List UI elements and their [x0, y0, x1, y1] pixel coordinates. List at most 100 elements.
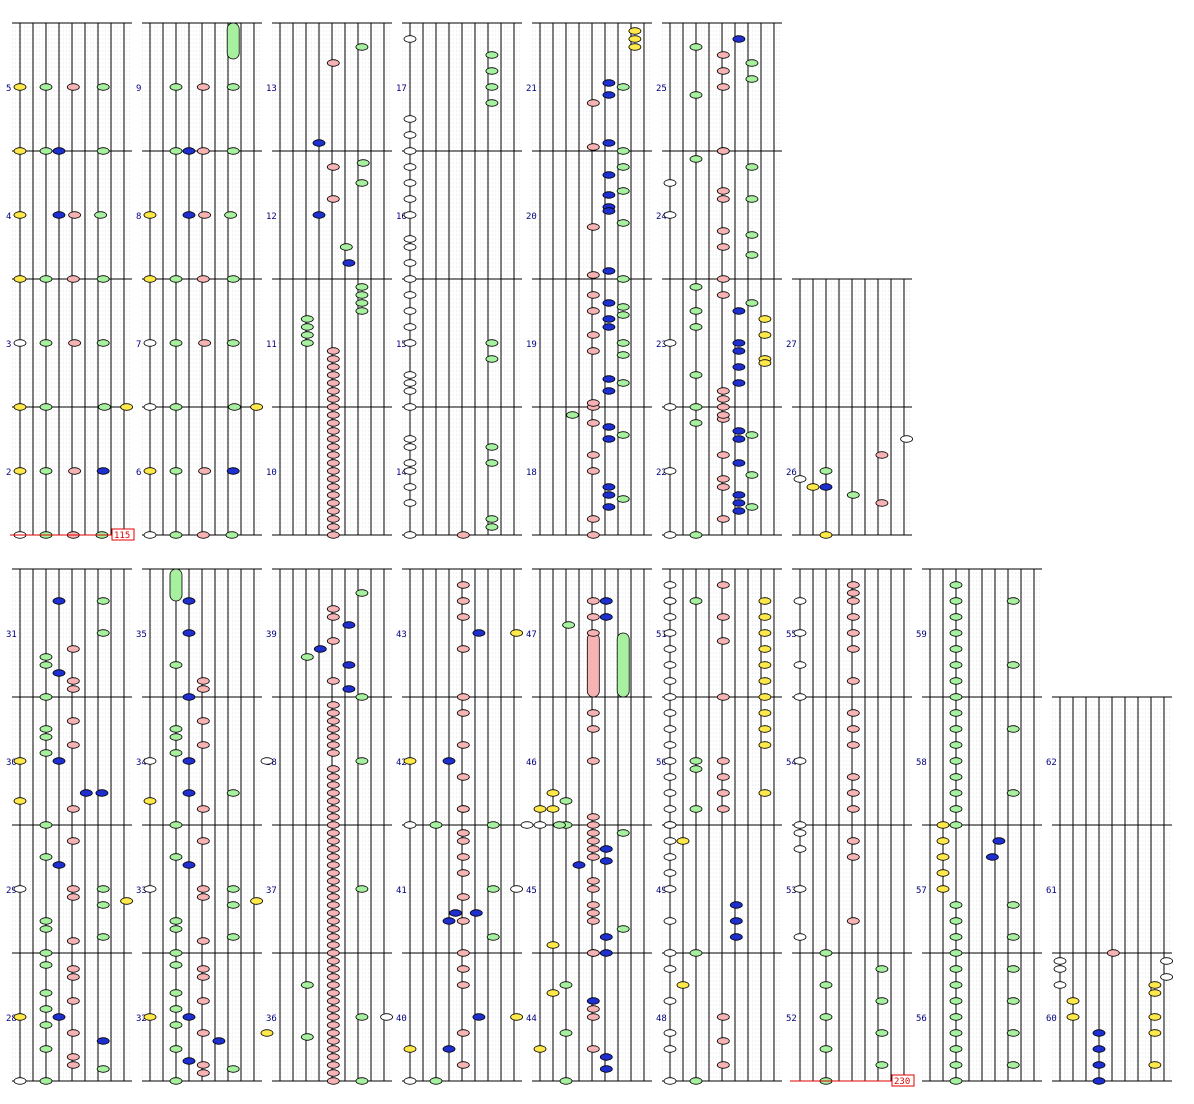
note-yellow	[1148, 981, 1162, 989]
note-yellow	[758, 661, 772, 669]
note-green	[39, 83, 53, 91]
note-blue	[599, 857, 613, 865]
note-white	[793, 693, 807, 701]
note-pink	[68, 467, 81, 475]
note-pink	[66, 685, 80, 693]
note-blue	[602, 387, 616, 395]
note-pink	[586, 271, 600, 279]
note-white	[663, 403, 677, 411]
measure-number: 46	[526, 758, 537, 768]
note-pink	[326, 933, 340, 941]
measure-number: 13	[266, 84, 277, 94]
measure-number: 36	[266, 1014, 277, 1024]
note-blue	[1092, 1045, 1106, 1053]
note-pink	[456, 805, 470, 813]
note-pink	[586, 531, 600, 539]
measure-number: 42	[396, 758, 407, 768]
note-blue	[992, 837, 1006, 845]
note-white	[663, 853, 677, 861]
note-green	[949, 981, 963, 989]
note-pink	[716, 195, 730, 203]
note-yellow	[1148, 1013, 1162, 1021]
note-blue	[602, 315, 616, 323]
note-white	[403, 211, 417, 219]
note-pink	[326, 1061, 340, 1069]
note-green	[949, 949, 963, 957]
note-blue	[52, 757, 66, 765]
measure-number: 50	[656, 758, 667, 768]
note-pink	[326, 853, 340, 861]
note-green	[169, 961, 183, 969]
note-green	[169, 1045, 183, 1053]
note-pink	[586, 821, 600, 829]
note-blue	[732, 347, 746, 355]
note-white	[663, 789, 677, 797]
note-white	[380, 1013, 394, 1021]
note-green	[949, 581, 963, 589]
note-pink	[326, 387, 340, 395]
note-green	[355, 179, 369, 187]
measure-number: 49	[656, 886, 667, 896]
note-yellow	[758, 331, 772, 339]
note-yellow	[628, 27, 642, 35]
note-blue	[1092, 1029, 1106, 1037]
note-pink	[1106, 949, 1120, 957]
note-pink	[586, 909, 600, 917]
note-pink	[456, 917, 470, 925]
measure-number: 45	[526, 886, 537, 896]
note-green	[949, 597, 963, 605]
note-pink	[586, 917, 600, 925]
note-blue	[572, 861, 586, 869]
note-green	[949, 933, 963, 941]
note-green	[355, 43, 369, 51]
note-pink	[716, 275, 730, 283]
note-pink	[716, 773, 730, 781]
note-pink	[66, 741, 80, 749]
note-yellow	[143, 467, 157, 475]
note-yellow	[403, 757, 417, 765]
note-pink	[586, 331, 600, 339]
note-pink	[68, 339, 81, 347]
note-pink	[326, 395, 340, 403]
note-blue	[52, 669, 66, 677]
note-white	[403, 499, 417, 507]
note-green	[949, 997, 963, 1005]
note-pink	[326, 877, 340, 885]
note-green	[1006, 1061, 1020, 1069]
note-pink	[68, 211, 81, 219]
note-pink	[196, 937, 210, 945]
measure-number: 7	[136, 340, 141, 350]
note-green	[485, 51, 499, 59]
measure-number: 4	[6, 212, 11, 222]
note-green	[745, 471, 759, 479]
note-white	[533, 821, 547, 829]
note-green	[39, 1005, 53, 1013]
note-white	[663, 661, 677, 669]
note-pink	[846, 805, 860, 813]
note-pink	[66, 893, 80, 901]
note-green	[745, 251, 759, 259]
note-green	[226, 933, 240, 941]
note-pink	[716, 395, 730, 403]
note-green	[689, 155, 703, 163]
note-green	[226, 147, 240, 155]
note-yellow	[143, 275, 157, 283]
note-green	[846, 491, 860, 499]
measure-number: 51	[656, 630, 667, 640]
note-blue	[182, 789, 196, 797]
note-yellow	[758, 741, 772, 749]
note-yellow	[758, 709, 772, 717]
note-green	[355, 1013, 369, 1021]
note-yellow	[13, 211, 27, 219]
measure-number: 31	[6, 630, 17, 640]
note-white	[403, 387, 417, 395]
note-pink	[66, 677, 80, 685]
note-green	[39, 693, 53, 701]
note-blue	[602, 375, 616, 383]
note-green	[949, 661, 963, 669]
note-green	[616, 829, 630, 837]
note-pink	[716, 411, 730, 419]
note-blue	[586, 997, 600, 1005]
note-white	[143, 403, 157, 411]
note-green	[169, 1005, 183, 1013]
